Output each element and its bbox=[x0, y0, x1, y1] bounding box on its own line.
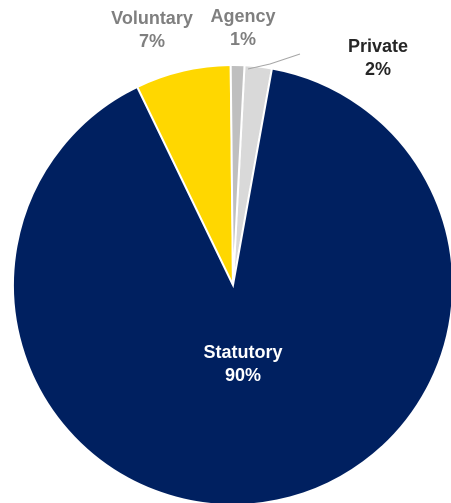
slice-label-value-private: 2% bbox=[365, 59, 391, 79]
pie-slice-agency bbox=[229, 64, 246, 286]
slice-label-name-voluntary: Voluntary bbox=[111, 8, 193, 28]
leaders-layer bbox=[247, 53, 301, 70]
labels-layer: Statutory 90% Voluntary 7% Agency 1% Private 2% bbox=[111, 6, 408, 385]
slices-layer bbox=[12, 64, 451, 503]
leader-line-private bbox=[247, 53, 301, 70]
slice-label-value-voluntary: 7% bbox=[139, 31, 165, 51]
slice-label-name-agency: Agency bbox=[210, 6, 275, 26]
slice-label-name-private: Private bbox=[348, 36, 408, 56]
slice-label-name-statutory: Statutory bbox=[203, 342, 282, 362]
slice-label-value-statutory: 90% bbox=[225, 365, 261, 385]
slice-label-value-agency: 1% bbox=[230, 29, 256, 49]
